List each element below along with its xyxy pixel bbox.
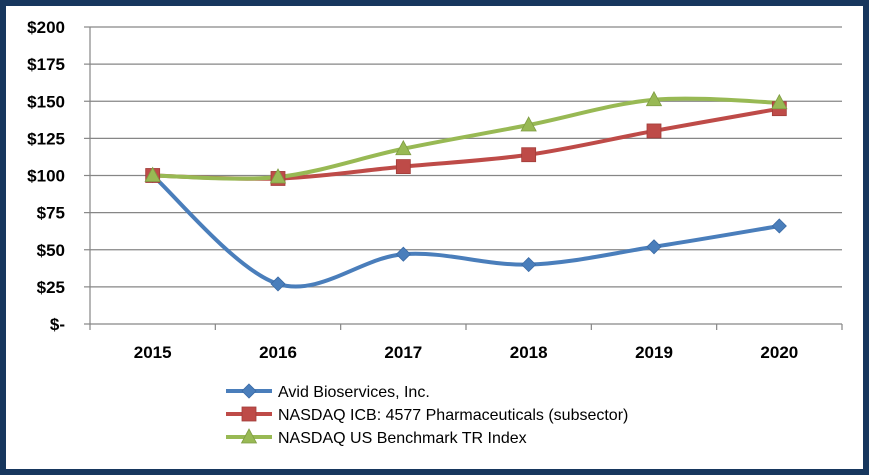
series-markers	[144, 90, 788, 292]
y-tick-label: $50	[37, 241, 65, 260]
series-lines	[150, 96, 782, 289]
series-line	[150, 96, 782, 181]
data-point-marker	[521, 257, 537, 273]
gridlines	[90, 26, 842, 288]
axes	[84, 26, 843, 330]
data-point-marker	[646, 123, 662, 139]
data-point-marker	[395, 159, 411, 174]
y-tick-label: $150	[27, 92, 65, 111]
series-line	[150, 173, 782, 289]
y-tick-label: $175	[27, 55, 65, 74]
y-tick-label: $125	[27, 129, 65, 148]
y-axis-tick-labels: $- $25 $50 $75 $100 $125 $150 $175 $200	[27, 18, 65, 334]
data-point-marker	[270, 276, 286, 292]
data-point-marker	[395, 246, 411, 262]
y-tick-label: $25	[37, 278, 65, 297]
legend-marker	[240, 428, 258, 444]
legend-label: NASDAQ ICB: 4577 Pharmaceuticals (subsec…	[278, 407, 628, 424]
x-tick-label: 2017	[384, 343, 422, 362]
data-point-marker	[269, 168, 287, 184]
x-tick-label: 2018	[510, 343, 548, 362]
x-tick-label: 2015	[134, 343, 172, 362]
legend-marker	[241, 406, 257, 422]
data-point-marker	[645, 90, 663, 107]
series-line	[150, 106, 782, 181]
data-point-marker	[144, 166, 161, 182]
legend-marker	[241, 383, 257, 399]
data-point-marker	[771, 93, 788, 110]
legend-label: NASDAQ US Benchmark TR Index	[278, 430, 527, 447]
data-point-marker	[646, 239, 662, 255]
y-tick-label: $200	[27, 18, 65, 37]
data-point-marker	[521, 147, 537, 163]
x-tick-label: 2016	[259, 343, 297, 362]
y-tick-label: $100	[27, 167, 65, 186]
x-tick-label: 2020	[760, 343, 798, 362]
x-axis-tick-labels: 2015 2016 2017 2018 2019 2020	[134, 343, 798, 362]
data-point-marker	[395, 139, 412, 156]
legend: Avid Bioservices, Inc. NASDAQ ICB: 4577 P…	[226, 383, 628, 447]
legend-label: Avid Bioservices, Inc.	[278, 384, 430, 401]
x-tick-label: 2019	[635, 343, 673, 362]
y-tick-label: $75	[37, 204, 65, 223]
data-point-marker	[520, 116, 537, 132]
y-tick-label: $-	[50, 315, 65, 334]
data-point-marker	[771, 218, 787, 234]
